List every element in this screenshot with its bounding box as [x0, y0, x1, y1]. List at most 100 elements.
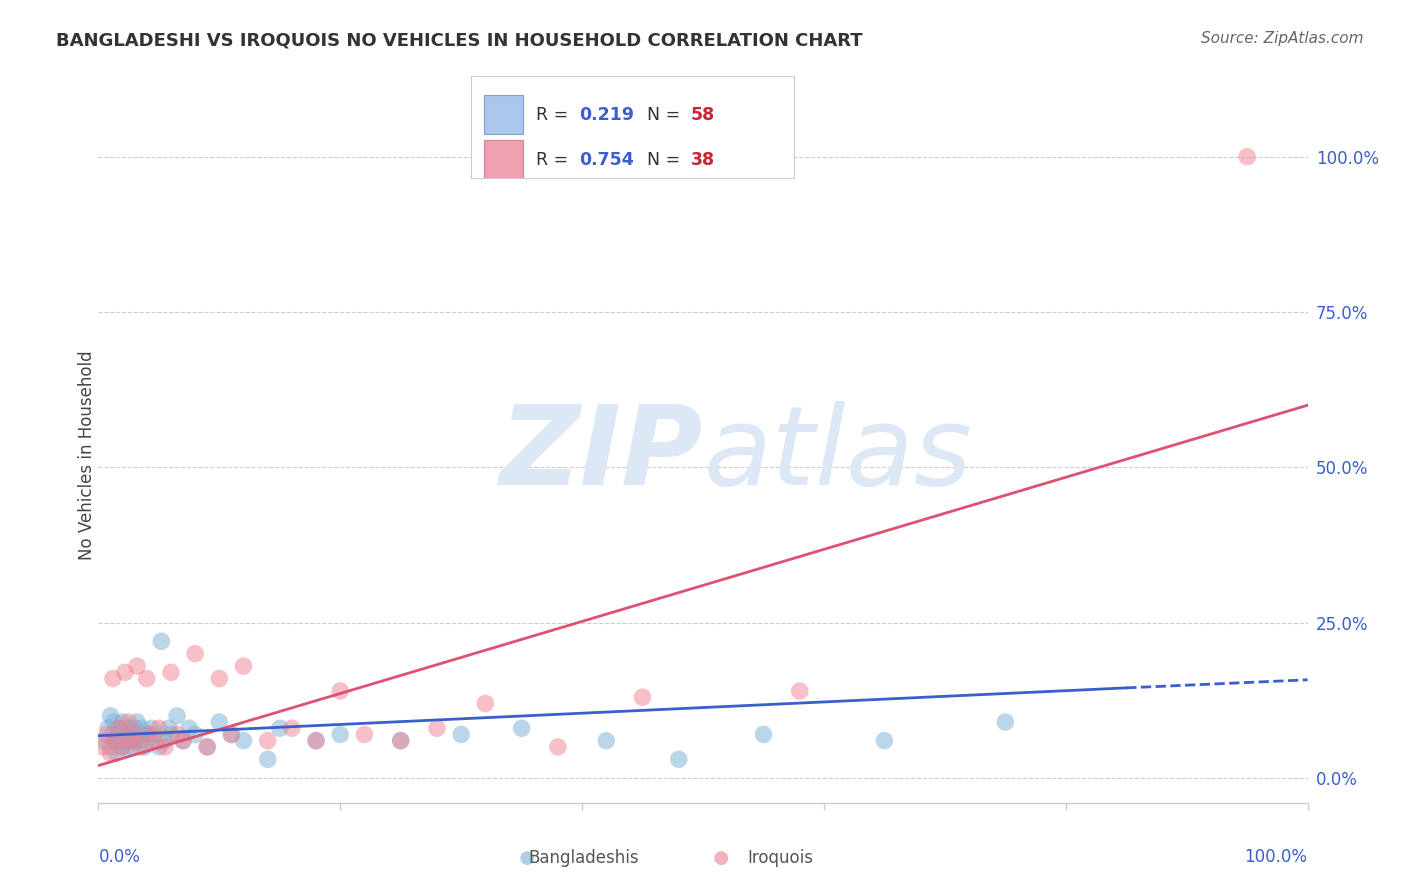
Text: N =: N =	[647, 106, 686, 124]
Point	[329, 727, 352, 741]
Point	[114, 665, 136, 680]
Point	[789, 684, 811, 698]
Point	[595, 733, 617, 747]
Point	[184, 647, 207, 661]
Point	[127, 714, 149, 729]
Point	[389, 733, 412, 747]
FancyBboxPatch shape	[484, 95, 523, 135]
Point	[118, 733, 141, 747]
Point	[101, 672, 124, 686]
FancyBboxPatch shape	[484, 140, 523, 179]
Point	[668, 752, 690, 766]
Point	[450, 727, 472, 741]
Point	[172, 733, 194, 747]
Point	[1236, 150, 1258, 164]
Point	[157, 721, 180, 735]
Point	[208, 672, 231, 686]
Point	[111, 714, 134, 729]
Point	[166, 708, 188, 723]
Point	[118, 714, 141, 729]
Point	[873, 733, 896, 747]
Point	[124, 721, 146, 735]
Point	[221, 727, 243, 741]
Point	[143, 733, 166, 747]
Point	[474, 697, 496, 711]
Point	[111, 739, 134, 754]
Text: 0.219: 0.219	[579, 106, 634, 124]
Text: Iroquois: Iroquois	[748, 849, 813, 867]
Point	[129, 733, 152, 747]
Point	[105, 733, 128, 747]
Point	[184, 727, 207, 741]
Point	[221, 727, 243, 741]
Text: Source: ZipAtlas.com: Source: ZipAtlas.com	[1201, 31, 1364, 46]
Point	[208, 714, 231, 729]
Point	[100, 739, 122, 754]
Point	[389, 733, 412, 747]
Point	[100, 746, 122, 760]
Text: BANGLADESHI VS IROQUOIS NO VEHICLES IN HOUSEHOLD CORRELATION CHART: BANGLADESHI VS IROQUOIS NO VEHICLES IN H…	[56, 31, 863, 49]
Point	[115, 739, 138, 754]
Point	[138, 727, 160, 741]
Point	[127, 659, 149, 673]
Point	[108, 727, 131, 741]
Point	[160, 665, 183, 680]
Point	[117, 727, 139, 741]
Point	[134, 739, 156, 754]
Point	[129, 739, 152, 754]
Point	[232, 733, 254, 747]
Point	[148, 721, 170, 735]
Point	[97, 721, 120, 735]
Text: R =: R =	[536, 106, 574, 124]
Point	[177, 721, 201, 735]
Point	[166, 727, 188, 741]
Point	[101, 727, 124, 741]
Point	[160, 727, 183, 741]
Point	[108, 733, 131, 747]
Text: 100.0%: 100.0%	[1244, 848, 1308, 866]
Point	[103, 714, 125, 729]
Point	[353, 727, 375, 741]
Point	[121, 739, 143, 754]
Text: 58: 58	[690, 106, 716, 124]
Text: atlas: atlas	[703, 401, 972, 508]
Point	[110, 739, 132, 754]
Point	[547, 739, 569, 754]
Point	[141, 721, 163, 735]
Point	[752, 727, 775, 741]
Point	[135, 727, 157, 741]
Point	[143, 727, 166, 741]
Point	[93, 733, 115, 747]
Point	[120, 733, 142, 747]
Point	[153, 733, 176, 747]
Point	[232, 659, 254, 673]
Point	[195, 739, 218, 754]
Point	[91, 739, 114, 754]
Point	[150, 634, 173, 648]
Point	[510, 721, 533, 735]
Point	[114, 721, 136, 735]
Point	[631, 690, 654, 705]
Point	[516, 851, 538, 865]
Point	[120, 727, 142, 741]
Point	[104, 733, 127, 747]
Point	[131, 721, 153, 735]
Point	[118, 721, 141, 735]
Text: 0.0%: 0.0%	[98, 848, 141, 866]
Point	[127, 727, 149, 741]
Point	[112, 727, 135, 741]
Point	[329, 684, 352, 698]
Point	[153, 739, 176, 754]
Point	[138, 733, 160, 747]
Point	[426, 721, 449, 735]
Point	[256, 752, 278, 766]
Point	[111, 733, 134, 747]
Text: 0.754: 0.754	[579, 151, 634, 169]
Y-axis label: No Vehicles in Household: No Vehicles in Household	[79, 350, 96, 560]
Point	[281, 721, 304, 735]
Point	[710, 851, 733, 865]
Text: ZIP: ZIP	[499, 401, 703, 508]
Text: R =: R =	[536, 151, 574, 169]
Point	[256, 733, 278, 747]
Point	[269, 721, 291, 735]
